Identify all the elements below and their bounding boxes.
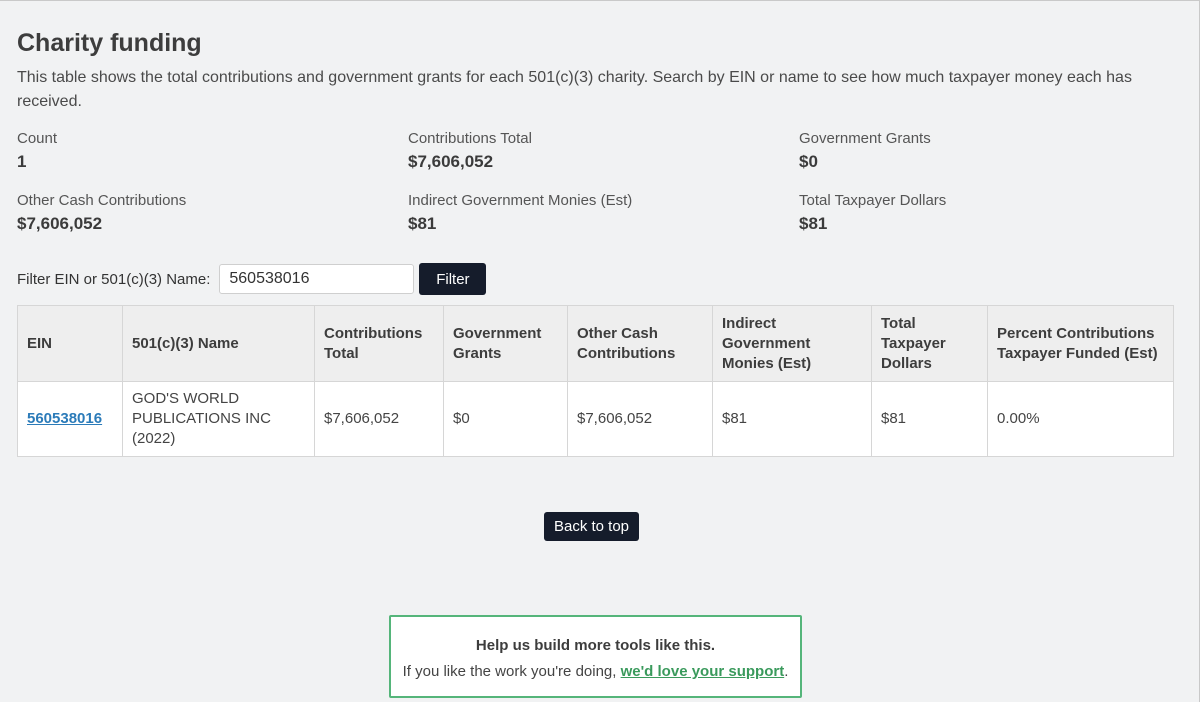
stat-value: $7,606,052: [17, 214, 103, 233]
filter-button[interactable]: Filter: [419, 263, 487, 295]
column-header-percent-funded: Percent Contributions Taxpayer Funded (E…: [987, 305, 1174, 382]
charity-table: EIN 501(c)(3) Name Contributions Total G…: [17, 305, 1174, 457]
cell-contributions-total: $7,606,052: [314, 381, 444, 457]
stat-count: Count 1: [17, 129, 408, 174]
stat-value: $81: [408, 214, 437, 233]
cell-name: GOD'S WORLD PUBLICATIONS INC (2022): [122, 381, 315, 457]
support-text: If you like the work you're doing, we'd …: [391, 662, 800, 682]
page-description: This table shows the total contributions…: [17, 69, 1132, 110]
filter-label: Filter EIN or 501(c)(3) Name:: [17, 270, 211, 288]
table-header-row: EIN 501(c)(3) Name Contributions Total G…: [17, 305, 1174, 382]
support-link[interactable]: we'd love your support: [620, 663, 785, 680]
summary-stats: Count 1 Contributions Total $7,606,052 G…: [17, 129, 1187, 236]
column-header-contributions-total: Contributions Total: [314, 305, 444, 382]
cell-indirect-government: $81: [712, 381, 872, 457]
support-text-after: .: [784, 663, 789, 680]
column-header-ein: EIN: [17, 305, 123, 382]
filter-row: Filter EIN or 501(c)(3) Name: Filter: [17, 263, 487, 295]
stat-label: Count: [17, 130, 58, 147]
support-title: Help us build more tools like this.: [475, 637, 716, 654]
cell-total-taxpayer: $81: [871, 381, 988, 457]
stat-value: $81: [799, 214, 828, 233]
cell-ein: 560538016: [17, 381, 123, 457]
stat-value: $7,606,052: [408, 152, 494, 171]
page-title: Charity funding: [17, 29, 202, 57]
stat-government-grants: Government Grants $0: [799, 129, 1190, 174]
stat-value: 1: [17, 152, 27, 171]
column-header-name: 501(c)(3) Name: [122, 305, 315, 382]
column-header-other-cash: Other Cash Contributions: [567, 305, 713, 382]
stat-label: Other Cash Contributions: [17, 192, 187, 209]
stat-label: Contributions Total: [408, 130, 532, 147]
support-box: Help us build more tools like this. If y…: [389, 615, 802, 698]
filter-input[interactable]: [219, 264, 415, 294]
column-header-total-taxpayer: Total Taxpayer Dollars: [871, 305, 988, 382]
stat-label: Total Taxpayer Dollars: [799, 192, 947, 209]
column-header-government-grants: Government Grants: [443, 305, 568, 382]
stat-value: $0: [799, 152, 818, 171]
back-to-top-button[interactable]: Back to top: [544, 512, 639, 541]
stat-indirect-government-monies: Indirect Government Monies (Est) $81: [408, 191, 799, 236]
stat-total-taxpayer-dollars: Total Taxpayer Dollars $81: [799, 191, 1190, 236]
stat-contributions-total: Contributions Total $7,606,052: [408, 129, 799, 174]
stat-label: Government Grants: [799, 130, 931, 147]
support-text-before: If you like the work you're doing,: [402, 663, 621, 680]
stat-other-cash-contributions: Other Cash Contributions $7,606,052: [17, 191, 408, 236]
cell-other-cash: $7,606,052: [567, 381, 713, 457]
cell-percent-funded: 0.00%: [987, 381, 1174, 457]
table-row: 560538016 GOD'S WORLD PUBLICATIONS INC (…: [17, 381, 1174, 457]
ein-link[interactable]: 560538016: [27, 410, 103, 427]
cell-government-grants: $0: [443, 381, 568, 457]
stat-label: Indirect Government Monies (Est): [408, 192, 633, 209]
column-header-indirect-government: Indirect Government Monies (Est): [712, 305, 872, 382]
